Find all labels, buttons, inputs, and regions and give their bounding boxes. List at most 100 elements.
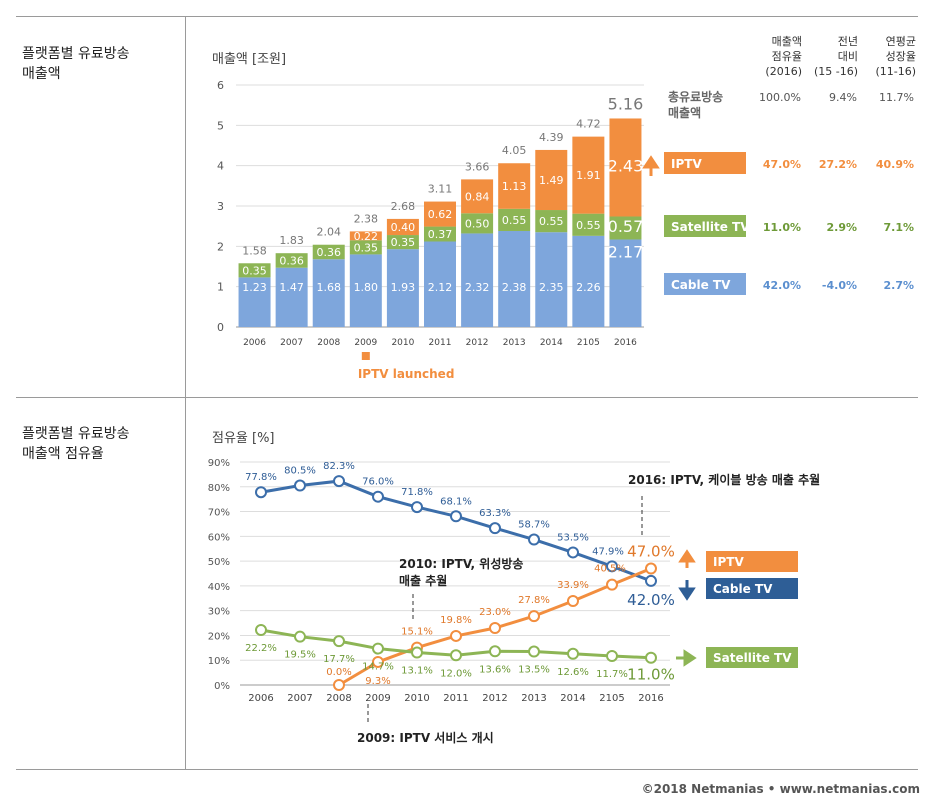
bar-satellite-tv-2008 <box>312 244 345 260</box>
point-label-satellite-tv-2007: 19.5% <box>284 650 316 661</box>
line-x-tick-2012: 2012 <box>482 693 507 704</box>
bar-x-tick-2007: 2007 <box>280 338 303 348</box>
point-satellite-tv-2006 <box>255 623 267 636</box>
bar-label-cable-tv-2012: 2.32 <box>465 281 490 294</box>
bar-cable-tv-2008 <box>312 259 345 327</box>
bar-cable-tv-2105 <box>572 235 605 327</box>
table-yoy-0: 9.4% <box>829 91 857 104</box>
bar-cable-tv-2014 <box>535 232 568 327</box>
legend-label-satellite-tv: Satellite TV <box>713 651 792 665</box>
line-x-tick-2007: 2007 <box>287 693 312 704</box>
bar-label-iptv-2009: 0.22 <box>354 230 379 243</box>
line-y-tick-3: 30% <box>208 607 230 618</box>
bar-satellite-tv-2016 <box>609 216 642 240</box>
line-y-tick-1: 10% <box>208 656 230 667</box>
point-label-iptv-2105: 40.5% <box>594 564 626 575</box>
bar-label-cable-tv-2105: 2.26 <box>576 281 601 294</box>
table-cagr-3: 2.7% <box>883 279 914 292</box>
bar-label-cable-tv-2009: 1.80 <box>354 281 379 294</box>
line-y-tick-5: 50% <box>208 557 230 568</box>
point-label-satellite-tv-2006: 22.2% <box>245 643 277 654</box>
point-iptv-2016 <box>645 562 657 575</box>
table-share-3: 42.0% <box>763 279 801 292</box>
point-cable-tv-2016 <box>645 574 657 587</box>
table-label-cable-tv: Cable TV <box>671 278 731 292</box>
point-satellite-tv-2011 <box>450 649 462 662</box>
line-y-tick-0: 0% <box>214 681 230 692</box>
table-box-cable-tv <box>664 273 746 295</box>
point-cable-tv-2011 <box>450 510 462 523</box>
bar-iptv-2014 <box>535 149 568 211</box>
bar-iptv-2012 <box>461 179 494 214</box>
bar-satellite-tv-2010 <box>386 235 419 250</box>
point-label-satellite-tv-2008: 17.7% <box>323 654 355 665</box>
table-box-iptv <box>664 152 746 174</box>
bar-cable-tv-2011 <box>424 241 456 327</box>
bar-y-tick-0: 0 <box>217 321 224 334</box>
point-label-satellite-tv-2010: 13.1% <box>401 666 433 677</box>
bar-iptv-2010 <box>386 218 419 236</box>
bar-label-iptv-2014: 1.49 <box>539 174 564 187</box>
line-x-tick-2011: 2011 <box>443 693 468 704</box>
point-label-satellite-tv-2014: 12.6% <box>557 667 589 678</box>
point-satellite-tv-2013 <box>528 645 540 658</box>
iptv-up-arrow-icon <box>642 155 660 176</box>
point-cable-tv-2013 <box>528 533 540 546</box>
point-label-satellite-tv-2011: 12.0% <box>440 668 472 679</box>
annotation-2016: 2016: IPTV, 케이블 방송 매출 추월 <box>628 472 820 487</box>
point-label-iptv-2013: 27.8% <box>518 595 550 606</box>
point-iptv-2012 <box>489 622 501 635</box>
bar-label-iptv-2012: 0.84 <box>465 190 490 203</box>
bar-satellite-tv-2006 <box>238 263 271 278</box>
point-satellite-tv-2008 <box>333 635 345 648</box>
point-iptv-2105 <box>606 578 618 591</box>
bar-satellite-tv-2105 <box>572 213 605 236</box>
line-x-tick-2006: 2006 <box>248 693 273 704</box>
iptv-launch-marker <box>361 352 370 360</box>
point-cable-tv-2012 <box>489 522 501 535</box>
bar-cable-tv-2006 <box>238 277 271 327</box>
point-label-cable-tv-2011: 68.1% <box>440 496 472 507</box>
bar-label-iptv-2016: 2.43 <box>608 156 644 175</box>
bar-label-iptv-2011: 0.62 <box>428 208 453 221</box>
bar-total-2008: 2.04 <box>316 226 341 239</box>
line-y-tick-8: 80% <box>208 483 230 494</box>
bar-total-2013: 4.05 <box>502 144 527 157</box>
bar-satellite-tv-2012 <box>461 213 494 234</box>
bar-label-cable-tv-2011: 2.12 <box>428 281 453 294</box>
annotation-2009: 2009: IPTV 서비스 개시 <box>357 730 494 745</box>
line-x-tick-2009: 2009 <box>365 693 390 704</box>
point-label-cable-tv-2105: 47.9% <box>592 546 624 557</box>
point-label-cable-tv-2006: 77.8% <box>245 472 277 483</box>
share-line-chart: 0% 10% 20% 30% 40% 50% 60% 70% 80% 90% 2006 2007 200… <box>208 458 820 745</box>
bar-satellite-tv-2007 <box>275 253 308 268</box>
point-label-cable-tv-2014: 53.5% <box>557 532 589 543</box>
legend-label-iptv: IPTV <box>713 555 744 569</box>
line-y-tick-9: 90% <box>208 458 230 469</box>
point-label-iptv-2012: 23.0% <box>479 607 511 618</box>
bar-label-cable-tv-2016: 2.17 <box>608 242 644 261</box>
bar-x-tick-2105: 2105 <box>577 338 600 348</box>
point-cable-tv-2010 <box>411 501 423 514</box>
bar-label-satellite-tv-2012: 0.50 <box>465 217 490 230</box>
point-label-iptv-2008: 0.0% <box>326 667 351 678</box>
point-iptv-2009 <box>372 655 384 668</box>
bar-label-satellite-tv-2006: 0.35 <box>242 264 267 277</box>
bar-total-2105: 4.72 <box>576 118 601 131</box>
point-satellite-tv-2016 <box>645 651 657 664</box>
point-label-cable-tv-2013: 58.7% <box>518 520 550 531</box>
table-cagr-1: 40.9% <box>876 158 914 171</box>
point-cable-tv-2008 <box>333 475 345 488</box>
bar-x-tick-2012: 2012 <box>466 338 489 348</box>
bar-total-2016: 5.16 <box>608 94 644 113</box>
table-label-satellite-tv: Satellite TV <box>671 220 750 234</box>
bar-y-tick-3: 3 <box>217 200 224 213</box>
bar-label-iptv-2013: 1.13 <box>502 180 527 193</box>
satellite-right-arrow-icon <box>676 649 697 667</box>
point-label-iptv-2016: 47.0% <box>627 543 675 561</box>
annotation-2010: 2010: IPTV, 위성방송 매출 추월 <box>399 556 523 588</box>
point-label-satellite-tv-2013: 13.5% <box>518 665 550 676</box>
bar-cable-tv-2007 <box>275 267 308 327</box>
bar-x-tick-2009: 2009 <box>354 338 377 348</box>
bar-x-tick-2016: 2016 <box>614 338 637 348</box>
